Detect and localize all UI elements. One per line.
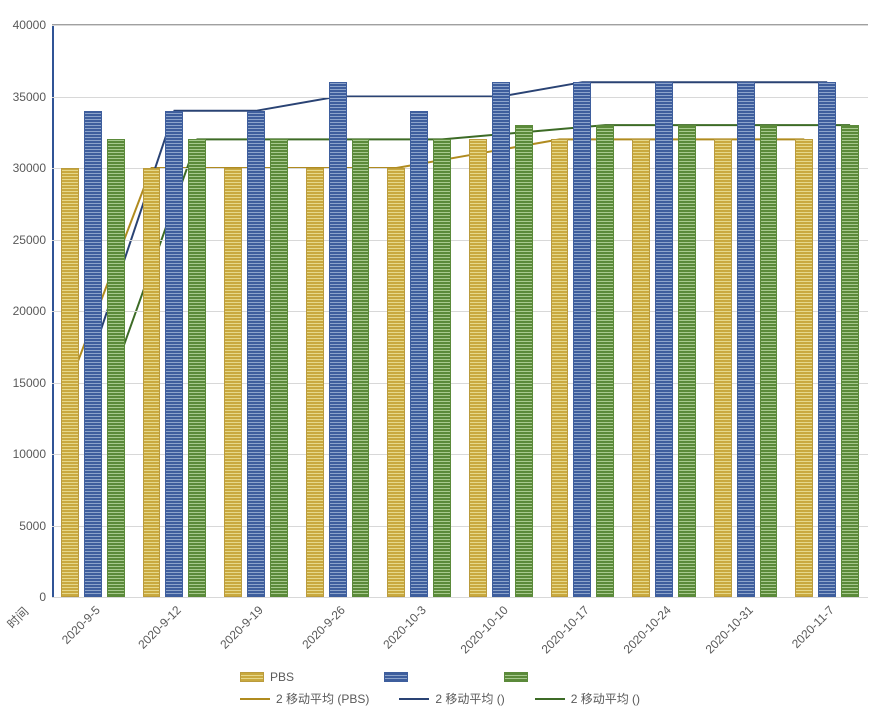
x-tick-label: 2020-9-12 [136, 603, 185, 652]
bar-green [760, 125, 778, 597]
gridline [52, 25, 868, 26]
x-tick-label: 2020-9-19 [217, 603, 266, 652]
x-tick-label: 2020-9-26 [299, 603, 348, 652]
bar-blue [84, 111, 102, 597]
legend-label: 2 移动平均 () [435, 690, 504, 707]
bar-pbs [632, 139, 650, 597]
legend: PBS 2 移动平均 (PBS) 2 移动平均 () 2 移动平均 () [240, 670, 860, 707]
bar-blue [410, 111, 428, 597]
y-tick-label: 5000 [19, 519, 52, 533]
x-tick-label: 2020-10-31 [702, 603, 755, 656]
y-tick-label: 15000 [13, 376, 52, 390]
bar-pbs [387, 168, 405, 597]
bar-green [596, 125, 614, 597]
bar-pbs [551, 139, 569, 597]
legend-item-blue [384, 670, 414, 684]
legend-swatch [240, 698, 270, 700]
y-tick-label: 30000 [13, 161, 52, 175]
legend-item-pbs: PBS [240, 670, 294, 684]
y-tick-label: 35000 [13, 90, 52, 104]
legend-swatch [240, 672, 264, 682]
legend-swatch [399, 698, 429, 700]
y-tick-label: 25000 [13, 233, 52, 247]
bar-pbs [714, 139, 732, 597]
x-tick-label: 2020-10-17 [539, 603, 592, 656]
bar-blue [247, 111, 265, 597]
bar-blue [329, 82, 347, 597]
bar-blue [492, 82, 510, 597]
legend-item-ma_blue: 2 移动平均 () [399, 690, 504, 707]
legend-label: 2 移动平均 (PBS) [276, 690, 369, 707]
legend-item-ma_pbs: 2 移动平均 (PBS) [240, 690, 369, 707]
bar-blue [818, 82, 836, 597]
bar-green [678, 125, 696, 597]
bar-pbs [61, 168, 79, 597]
legend-item-ma_green: 2 移动平均 () [535, 690, 640, 707]
y-tick-label: 10000 [13, 447, 52, 461]
bar-green [188, 139, 206, 597]
x-tick-label: 2020-11-7 [789, 603, 837, 651]
y-tick-label: 40000 [13, 18, 52, 32]
x-tick-label: 2020-9-5 [59, 603, 103, 647]
bar-green [841, 125, 859, 597]
legend-label: 2 移动平均 () [571, 690, 640, 707]
x-tick-label: 2020-10-3 [380, 603, 429, 652]
bar-blue [165, 111, 183, 597]
bar-green [270, 139, 288, 597]
plot-area: 0500010000150002000025000300003500040000… [52, 24, 868, 598]
gridline [52, 597, 868, 598]
bar-blue [655, 82, 673, 597]
legend-item-green [504, 670, 534, 684]
x-tick-label: 2020-10-24 [621, 603, 674, 656]
x-tick-label: 2020-10-10 [457, 603, 510, 656]
bar-pbs [143, 168, 161, 597]
legend-swatch [384, 672, 408, 682]
legend-label: PBS [270, 670, 294, 684]
chart-container: 0 5000 10000 15000 20000 25000 30000 35000 40000… [0, 0, 872, 714]
bar-pbs [795, 139, 813, 597]
y-tick-label: 0 [39, 590, 52, 604]
bar-blue [737, 82, 755, 597]
bar-green [107, 139, 125, 597]
legend-swatch [504, 672, 528, 682]
bar-pbs [224, 168, 242, 597]
bar-blue [573, 82, 591, 597]
bar-green [352, 139, 370, 597]
bar-green [433, 139, 451, 597]
x-axis-title: 时间 [3, 603, 32, 632]
bar-pbs [469, 139, 487, 597]
bar-green [515, 125, 533, 597]
y-tick-label: 20000 [13, 304, 52, 318]
bar-pbs [306, 168, 324, 597]
legend-swatch [535, 698, 565, 700]
